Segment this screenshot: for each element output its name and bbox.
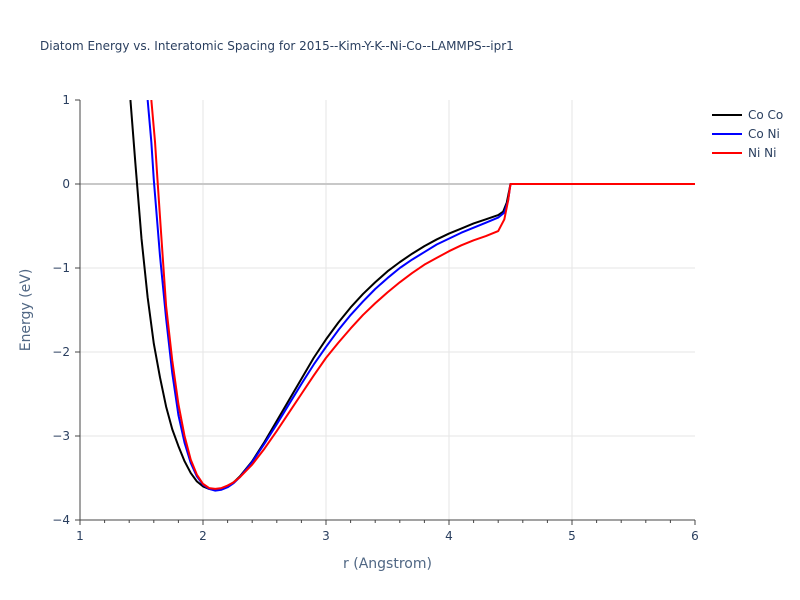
x-tick-label: 1 [76,529,84,543]
y-axis-title: Energy (eV) [18,269,34,352]
x-tick-label: 4 [445,529,453,543]
series-lines [129,100,695,492]
y-tick-label: −2 [52,345,70,359]
legend-label: Co Co [748,108,783,122]
y-tick-label: −4 [52,513,70,527]
legend-label: Ni Ni [748,146,776,160]
y-axis: −4 −3 −2 −1 0 1 [52,93,81,527]
x-tick-label: 2 [199,529,207,543]
gridlines [80,100,695,520]
x-tick-label: 5 [568,529,576,543]
x-axis-title: r (Angstrom) [343,556,432,572]
x-tick-label: 3 [322,529,330,543]
chart-title: Diatom Energy vs. Interatomic Spacing fo… [40,39,514,53]
x-tick-label: 6 [691,529,699,543]
series-line-co-co [129,100,695,491]
y-tick-label: 1 [62,93,70,107]
y-tick-label: 0 [62,177,70,191]
series-line-ni-ni [150,100,695,490]
legend-label: Co Ni [748,127,780,141]
legend: Co Co Co Ni Ni Ni [712,108,783,160]
y-tick-label: −3 [52,429,70,443]
y-tick-label: −1 [52,261,70,275]
x-axis: 1 2 3 4 5 6 [76,519,699,543]
series-line-co-ni [146,100,695,492]
